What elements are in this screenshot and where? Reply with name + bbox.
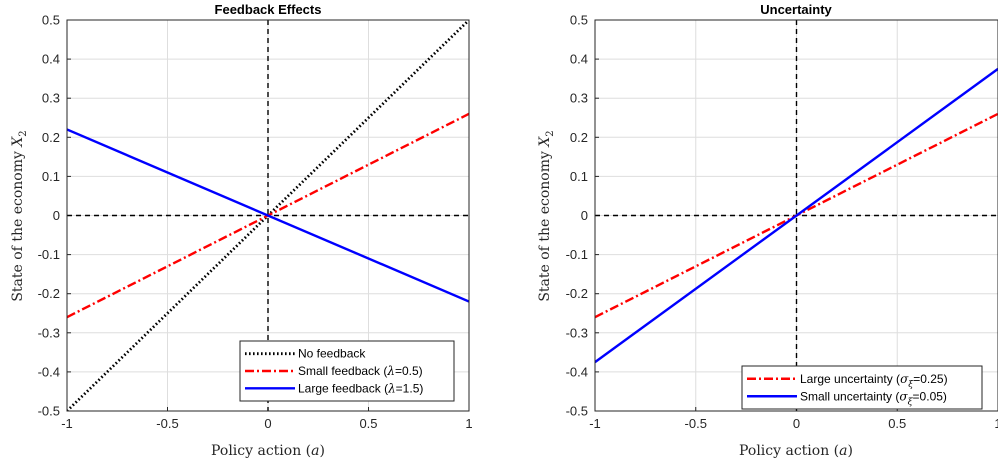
y-tick-label: -0.1	[566, 247, 588, 262]
x-tick-label: 1	[465, 416, 472, 431]
series-group	[67, 20, 469, 411]
y-tick-label: 0.1	[42, 169, 60, 184]
y-axis-label: State of the economy X2	[537, 130, 556, 301]
y-tick-label: 0.3	[570, 91, 588, 106]
x-tick-label: 1	[994, 416, 998, 431]
y-tick-label: 0	[53, 208, 60, 223]
series-line-2	[595, 67, 998, 364]
x-tick-label: 0	[793, 416, 800, 431]
y-tick-label: -0.4	[566, 364, 588, 379]
y-tick-label: 0	[581, 208, 588, 223]
y-tick-label: -0.1	[38, 247, 60, 262]
chart-title: Uncertainty	[760, 2, 832, 17]
y-tick-label: 0.2	[570, 130, 588, 145]
y-tick-label: -0.3	[566, 325, 588, 340]
y-tick-label: -0.5	[566, 404, 588, 419]
y-tick-label: 0.5	[570, 13, 588, 28]
series-group	[595, 67, 998, 364]
x-tick-label: 0.5	[888, 416, 906, 431]
y-axis-label: State of the economy X2	[10, 130, 29, 301]
legend: No feedback Small feedback (λ=0.5) Large f…	[239, 340, 455, 402]
legend-label: Large uncertainty (σξ=0.25)	[800, 372, 948, 390]
legend-box	[741, 365, 983, 410]
plot-frame	[594, 19, 998, 412]
y-tick-label: -0.3	[38, 325, 60, 340]
y-tick-label: -0.2	[566, 286, 588, 301]
x-axis-label: Policy action (a)	[211, 443, 325, 459]
legend-label: Large feedback (λ=1.5)	[298, 381, 423, 395]
legend-label: Small feedback (λ=0.5)	[298, 364, 423, 378]
series-line-3	[67, 128, 469, 303]
y-tick-label: -0.2	[38, 286, 60, 301]
y-tick-label: 0.2	[42, 130, 60, 145]
y-tick-label: 0.4	[42, 52, 60, 67]
y-tick-label: -0.4	[38, 364, 60, 379]
chart-title: Feedback Effects	[215, 2, 322, 17]
y-tick-label: 0.1	[570, 169, 588, 184]
x-tick-label: -1	[589, 416, 601, 431]
y-tick-label: 0.5	[42, 13, 60, 28]
y-tick-label: 0.3	[42, 91, 60, 106]
plot-frame	[66, 19, 470, 412]
y-tick-label: -0.5	[38, 404, 60, 419]
x-tick-label: 0	[264, 416, 271, 431]
plot-area: -1-0.500.510.50.40.30.20.10-0.1-0.2-0.3-…	[566, 13, 998, 431]
chart-feedback-effects: Feedback Effects Policy action (a) State…	[10, 2, 473, 459]
x-tick-label: -0.5	[156, 416, 178, 431]
x-axis-label: Policy action (a)	[739, 443, 853, 459]
y-tick-label: 0.4	[570, 52, 588, 67]
chart-uncertainty: Uncertainty Policy action (a) State of t…	[537, 2, 998, 459]
x-tick-label: -1	[61, 416, 73, 431]
legend-label: Small uncertainty (σξ=0.05)	[800, 389, 947, 407]
legend-label: No feedback	[298, 347, 366, 361]
legend: Large uncertainty (σξ=0.25)Small uncerta…	[741, 365, 983, 410]
x-tick-label: -0.5	[685, 416, 707, 431]
x-tick-label: 0.5	[359, 416, 377, 431]
